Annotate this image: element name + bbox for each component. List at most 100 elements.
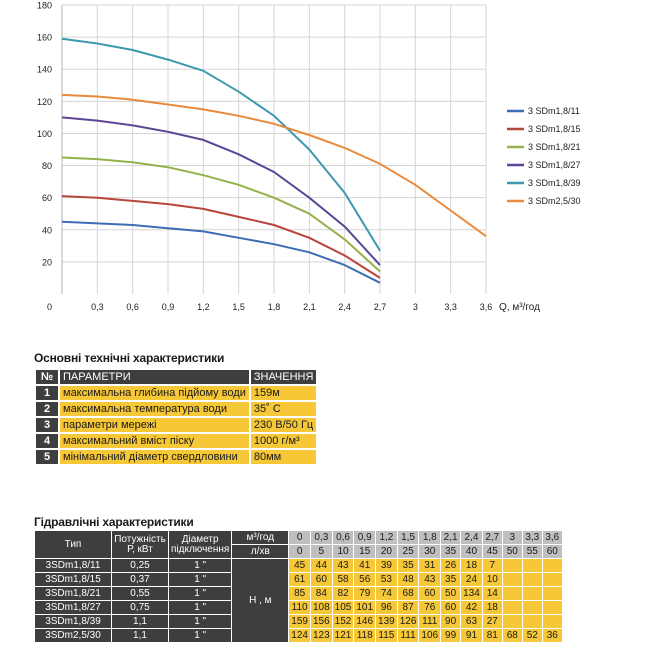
head-value-cell: 48 <box>397 573 419 586</box>
head-value-cell: 60 <box>310 573 332 586</box>
specs-row: 4 максимальний вміст піску 1000 г/м³ <box>36 434 317 448</box>
head-value-cell: 44 <box>310 559 332 572</box>
head-value-cell: 14 <box>482 587 502 600</box>
head-value-cell: 118 <box>354 629 376 642</box>
series-line-4 <box>61 116 381 266</box>
y-tick-label: 120 <box>37 97 52 107</box>
q-m3h-cell: 1,2 <box>376 531 397 544</box>
row-diameter: 1 " <box>169 559 232 572</box>
specs-row-num: 5 <box>36 450 58 464</box>
legend-label-4: 3 SDm1,8/27 <box>528 160 581 170</box>
hydraulic-table: Тип Потужність Р, кВт Діаметр підключення м… <box>34 530 563 643</box>
head-value-cell: 146 <box>354 615 376 628</box>
head-value-cell: 124 <box>289 629 310 642</box>
row-power: 0,25 <box>112 559 168 572</box>
x-tick-label: 0,6 <box>126 302 139 312</box>
specs-header-param: ПАРАМЕТРИ <box>60 370 249 384</box>
head-value-cell: 18 <box>482 601 502 614</box>
y-tick-label: 100 <box>37 129 52 139</box>
specs-row-value: 35˚ С <box>250 402 317 416</box>
q-lmin-cell: 5 <box>310 545 332 558</box>
head-value-cell: 58 <box>332 573 354 586</box>
head-value-cell: 105 <box>332 601 354 614</box>
row-power: 0,37 <box>112 573 168 586</box>
head-value-cell: 31 <box>419 559 441 572</box>
head-value-cell: 27 <box>482 615 502 628</box>
head-value-cell: 159 <box>289 615 310 628</box>
specs-row-param: максимальна глибина підйому води <box>60 386 249 400</box>
head-value-cell <box>502 601 522 614</box>
header-lmin: л/хв <box>232 545 289 558</box>
head-value-cell: 41 <box>354 559 376 572</box>
row-power: 0,55 <box>112 587 168 600</box>
head-value-cell: 111 <box>397 629 419 642</box>
specs-row-num: 2 <box>36 402 58 416</box>
x-tick-label: 0,3 <box>91 302 104 312</box>
q-m3h-cell: 3 <box>502 531 522 544</box>
head-value-cell: 50 <box>441 587 461 600</box>
header-type: Тип <box>35 531 111 558</box>
head-value-cell: 26 <box>441 559 461 572</box>
head-value-cell: 60 <box>441 601 461 614</box>
hydraulic-row: 3SDm2,5/30 1,1 1 " 124 123 121 118 115 111 106 99 9… <box>35 629 562 642</box>
head-value-cell <box>522 601 542 614</box>
head-value-cell: 60 <box>419 587 441 600</box>
q-m3h-cell: 0 <box>289 531 310 544</box>
specs-title: Основні технічні характеристики <box>34 351 225 365</box>
head-value-cell: 43 <box>332 559 354 572</box>
head-value-cell <box>502 573 522 586</box>
row-diameter: 1 " <box>169 587 232 600</box>
head-value-cell: 152 <box>332 615 354 628</box>
y-tick-label-zero: 0 <box>47 302 52 312</box>
head-value-cell: 106 <box>419 629 441 642</box>
header-head: Н , м <box>232 559 289 642</box>
head-value-cell: 56 <box>354 573 376 586</box>
head-value-cell: 7 <box>482 559 502 572</box>
specs-row-value: 230 В/50 Гц <box>250 418 317 432</box>
q-m3h-cell: 0,6 <box>332 531 354 544</box>
hydraulic-row: 3SDm1,8/39 1,1 1 " 159 156 152 146 139 126 111 90 6… <box>35 615 562 628</box>
q-lmin-cell: 35 <box>441 545 461 558</box>
q-lmin-cell: 60 <box>542 545 562 558</box>
specs-row-param: максимальна температура води <box>60 402 249 416</box>
pump-curve-chart: 20 40 60 80 100 120 140 160 180 0 0,3 0,6 0,9 1,2 1,5 1… <box>37 1 581 314</box>
row-type: 3SDm2,5/30 <box>35 629 111 642</box>
head-value-cell: 18 <box>461 559 482 572</box>
legend-label-6: 3 SDm2,5/30 <box>528 196 581 206</box>
y-tick-label: 160 <box>37 33 52 43</box>
x-tick-label: 2,4 <box>338 302 351 312</box>
head-value-cell: 39 <box>376 559 397 572</box>
q-m3h-cell: 0,3 <box>310 531 332 544</box>
y-tick-label: 140 <box>37 65 52 75</box>
row-diameter: 1 " <box>169 615 232 628</box>
head-value-cell: 115 <box>376 629 397 642</box>
head-value-cell: 139 <box>376 615 397 628</box>
x-tick-label: 0,9 <box>162 302 175 312</box>
x-tick-label: 2,1 <box>303 302 316 312</box>
q-m3h-cell: 1,8 <box>419 531 441 544</box>
y-tick-label: 80 <box>42 161 52 171</box>
q-m3h-cell: 3,6 <box>542 531 562 544</box>
row-type: 3SDm1,8/15 <box>35 573 111 586</box>
head-value-cell: 85 <box>289 587 310 600</box>
q-m3h-cell: 2,7 <box>482 531 502 544</box>
y-tick-label: 40 <box>42 225 52 235</box>
row-diameter: 1 " <box>169 629 232 642</box>
hydraulic-row: 3SDm1,8/15 0,37 1 " 61 60 58 56 53 48 43 35 24 10 <box>35 573 562 586</box>
head-value-cell: 63 <box>461 615 482 628</box>
head-value-cell: 111 <box>419 615 441 628</box>
specs-row: 5 мінімальний діаметр свердловини 80мм <box>36 450 317 464</box>
specs-header-row: № ПАРАМЕТРИ ЗНАЧЕННЯ <box>36 370 317 384</box>
x-tick-label: 3,6 <box>480 302 493 312</box>
specs-header-value: ЗНАЧЕННЯ <box>250 370 317 384</box>
legend-label-1: 3 SDm1,8/11 <box>528 106 580 116</box>
head-value-cell: 82 <box>332 587 354 600</box>
head-value-cell: 121 <box>332 629 354 642</box>
head-value-cell: 101 <box>354 601 376 614</box>
series-line-5 <box>61 37 381 252</box>
series-line-1 <box>61 220 381 284</box>
head-value-cell <box>522 587 542 600</box>
specs-row: 3 параметри мережі 230 В/50 Гц <box>36 418 317 432</box>
hydraulic-header-row: л/хв 0 5 10 15 20 25 30 35 40 45 50 55 60 <box>35 545 562 558</box>
x-tick-label: 2,7 <box>374 302 387 312</box>
